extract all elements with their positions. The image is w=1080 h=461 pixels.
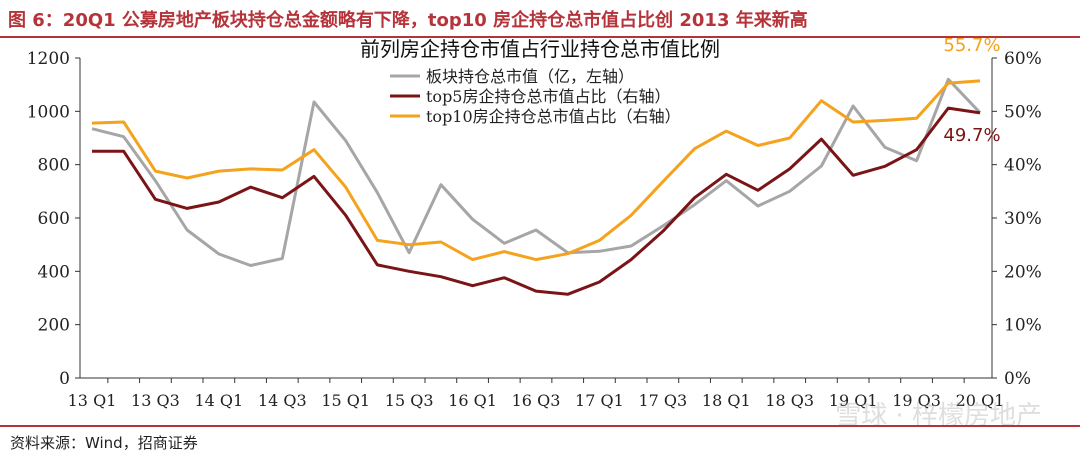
data-label: 49.7%	[943, 125, 1000, 146]
x-tick-label: 15 Q1	[321, 391, 370, 410]
line-chart: 前列房企持仓市值占行业持仓总市值比例 0 200 400 600 800 1000 1200…	[27, 36, 1042, 410]
legend-label: top5房企持仓总市值占比（右轴）	[426, 87, 671, 106]
x-tick-label: 18 Q1	[702, 391, 751, 410]
x-tick-label: 14 Q1	[194, 391, 243, 410]
y-right-tick-label: 20%	[1004, 262, 1042, 282]
y-left-tick-label: 1200	[27, 49, 70, 69]
y-right-tick-label: 40%	[1004, 156, 1042, 176]
series-lines	[91, 77, 982, 296]
y-left-tick-label: 400	[38, 262, 70, 282]
y-left-tick-label: 200	[38, 316, 70, 336]
y-right-tick-label: 60%	[1004, 49, 1042, 69]
y-right-tick-label: 30%	[1004, 209, 1042, 229]
x-tick-label: 20 Q1	[956, 391, 1005, 410]
legend-label: 板块持仓总市值（亿，左轴）	[426, 67, 634, 86]
x-tick-label: 19 Q1	[829, 391, 878, 410]
y-left-tick-label: 800	[38, 156, 70, 176]
figure-header: 图 6：20Q1 公募房地产板块持仓总金额略有下降，top10 房企持仓总市值占…	[0, 0, 1080, 38]
axes: 0 200 400 600 800 1000 1200 0% 10% 20% 30% 40% 50% 60…	[27, 49, 1042, 410]
series-line-2	[92, 106, 981, 296]
data-label: 55.7%	[943, 36, 1000, 56]
legend-label: top10房企持仓总市值占比（右轴）	[426, 107, 681, 126]
annotations: 55.7% 49.7%	[943, 36, 1000, 146]
x-tick-label: 17 Q1	[575, 391, 624, 410]
figure-footer: 资料来源：Wind，招商证券	[0, 425, 1080, 461]
y-right-tick-label: 50%	[1004, 102, 1042, 122]
x-tick-label: 13 Q1	[68, 391, 117, 410]
chart-title: 前列房企持仓市值占行业持仓总市值比例	[360, 37, 720, 61]
y-right-tick-label: 10%	[1004, 316, 1042, 336]
x-tick-label: 14 Q3	[258, 391, 307, 410]
x-tick-label: 16 Q3	[512, 391, 561, 410]
x-tick-label: 16 Q1	[448, 391, 497, 410]
series-line-1	[91, 77, 982, 267]
y-left-tick-label: 0	[59, 369, 70, 389]
x-tick-label: 18 Q3	[765, 391, 814, 410]
legend: 板块持仓总市值（亿，左轴）top5房企持仓总市值占比（右轴）top10房企持仓总…	[390, 67, 681, 126]
y-left-tick-label: 600	[38, 209, 70, 229]
series-line-3	[91, 79, 981, 262]
x-tick-label: 13 Q3	[131, 391, 180, 410]
y-right-tick-label: 0%	[1004, 369, 1031, 389]
y-left-tick-label: 1000	[27, 102, 70, 122]
x-tick-label: 15 Q3	[385, 391, 434, 410]
x-tick-label: 19 Q3	[892, 391, 941, 410]
source-note: 资料来源：Wind，招商证券	[10, 434, 198, 452]
figure-title: 图 6：20Q1 公募房地产板块持仓总金额略有下降，top10 房企持仓总市值占…	[8, 10, 808, 31]
x-tick-label: 17 Q3	[638, 391, 687, 410]
